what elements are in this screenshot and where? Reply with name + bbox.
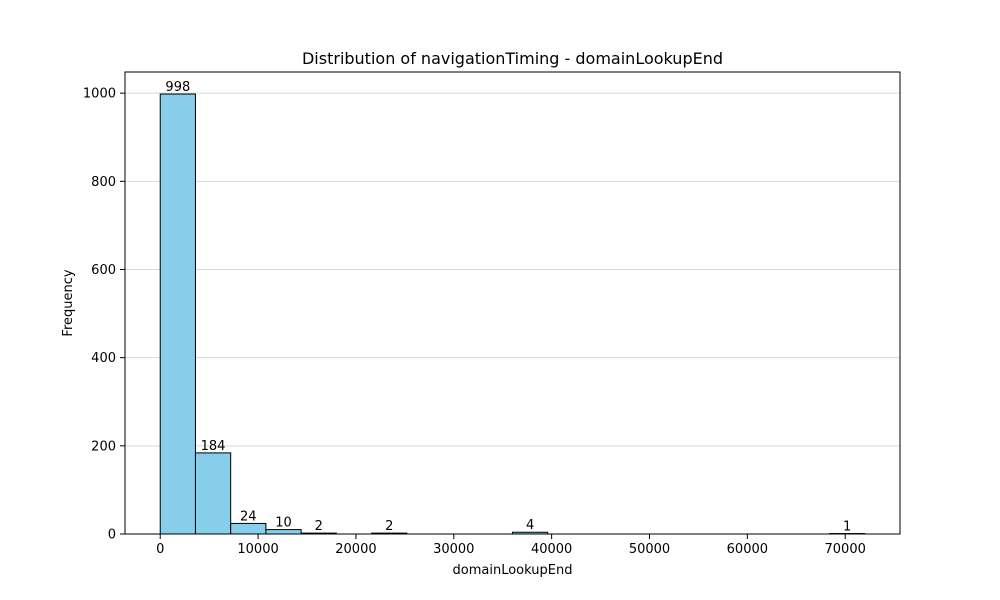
x-axis-label: domainLookupEnd: [453, 563, 573, 578]
bar-value-label: 10: [275, 516, 292, 531]
bar-value-label: 4: [526, 518, 534, 533]
histogram-bar: [159, 93, 196, 535]
y-tick-label: 400: [91, 351, 116, 366]
y-tick-label: 600: [91, 263, 116, 278]
bar-value-label: 998: [165, 80, 190, 95]
gridlines: [125, 92, 900, 447]
plot-frame: [124, 71, 901, 535]
bar-value-label: 2: [385, 519, 393, 534]
x-tick-label: 40000: [531, 542, 572, 557]
x-tick-label: 50000: [629, 542, 670, 557]
x-tick-label: 70000: [825, 542, 866, 557]
bar-value-label: 1: [843, 520, 851, 535]
y-tick-label: 1000: [83, 87, 116, 102]
bars: [159, 93, 866, 535]
x-tick-label: 10000: [237, 542, 278, 557]
y-axis-label: Frequency: [61, 269, 76, 336]
histogram-bar: [194, 452, 232, 535]
y-tick-label: 800: [91, 175, 116, 190]
x-tick-label: 60000: [727, 542, 768, 557]
histogram-bar: [230, 522, 267, 535]
x-axis: 0 10000 20000 30000 40000 50000 60000 70000: [156, 534, 866, 557]
bar-value-label: 184: [201, 439, 226, 454]
x-tick-label: 0: [156, 542, 164, 557]
chart-title: Distribution of navigationTiming - domai…: [302, 49, 723, 68]
y-tick-label: 0: [108, 528, 116, 543]
y-tick-label: 200: [91, 439, 116, 454]
x-tick-label: 30000: [433, 542, 474, 557]
bar-value-label: 24: [240, 509, 257, 524]
y-axis: 0 200 400 600 800 1000: [83, 87, 125, 543]
x-tick-label: 20000: [335, 542, 376, 557]
bar-value-label: 2: [315, 519, 323, 534]
